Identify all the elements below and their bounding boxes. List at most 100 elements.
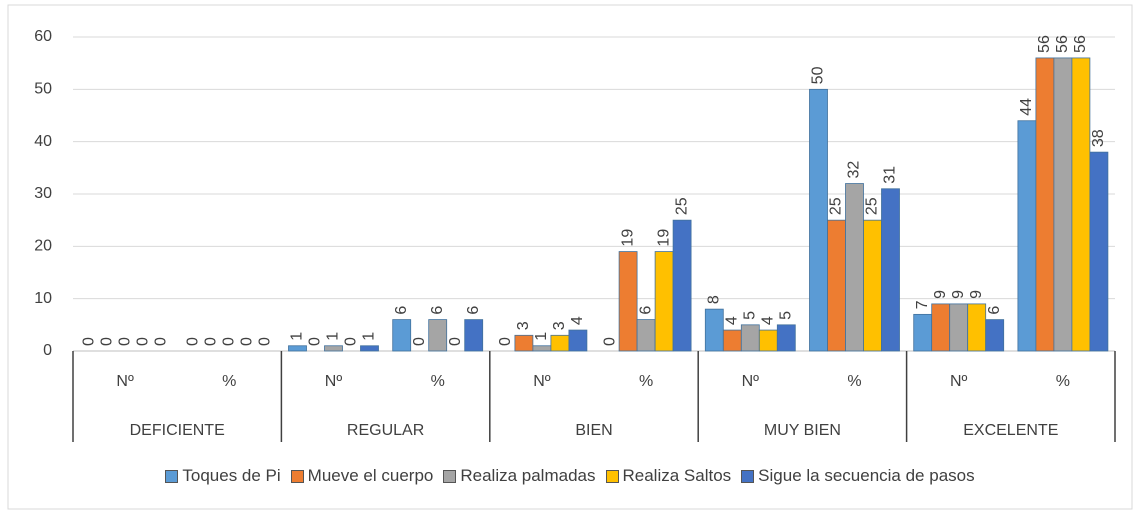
y-tick-label: 10 (34, 290, 52, 307)
bar (654, 251, 674, 352)
y-tick-label: 40 (34, 133, 52, 150)
bar (618, 251, 638, 352)
data-label: 9 (932, 290, 949, 299)
legend-swatch (165, 469, 179, 483)
data-label: 25 (673, 197, 690, 215)
bar (949, 303, 969, 352)
y-tick-label: 60 (34, 28, 52, 45)
data-label: 19 (619, 229, 636, 247)
data-label: 0 (257, 337, 274, 346)
legend-label: Realiza palmadas (460, 466, 596, 485)
data-label: 56 (1036, 35, 1053, 53)
bar (1017, 120, 1037, 352)
x-tick-label: % (847, 373, 861, 390)
bar (464, 319, 484, 352)
data-label: 5 (742, 311, 759, 320)
x-tick-label: % (222, 373, 236, 390)
x-tick-label: Nº (742, 373, 760, 390)
data-label: 0 (497, 337, 514, 346)
legend-swatch (290, 469, 304, 483)
legend: Toques de Pi Mueve el cuerpo Realiza palma… (0, 466, 1140, 486)
bar (514, 334, 534, 352)
bar (845, 183, 864, 352)
legend-label: Realiza Saltos (622, 466, 732, 485)
bar (931, 303, 951, 352)
data-label: 56 (1072, 35, 1089, 53)
data-label: 0 (134, 337, 151, 346)
group-label: EXCELENTE (963, 422, 1058, 439)
group-label: DEFICIENTE (130, 422, 225, 439)
data-label: 6 (429, 306, 446, 315)
data-label: 32 (846, 161, 863, 179)
legend-item: Sigue la secuencia de pasos (741, 466, 975, 486)
y-tick-label: 20 (34, 238, 52, 255)
data-label: 7 (914, 300, 931, 309)
legend-item: Toques de Pi (165, 466, 281, 486)
data-label: 8 (706, 295, 723, 304)
bar (809, 88, 828, 352)
bar (863, 219, 882, 352)
bar (550, 334, 570, 352)
data-label: 1 (533, 332, 550, 341)
bar (1071, 57, 1091, 352)
data-label: 56 (1054, 35, 1071, 53)
data-label: 0 (343, 337, 360, 346)
bar (1035, 57, 1055, 352)
data-label: 6 (393, 306, 410, 315)
data-label: 1 (325, 332, 342, 341)
data-label: 6 (986, 306, 1003, 315)
bar (776, 324, 796, 352)
data-label: 44 (1018, 98, 1035, 116)
data-label: 1 (289, 332, 306, 341)
x-tick-label: Nº (533, 373, 551, 390)
data-label: 0 (185, 337, 202, 346)
data-label: 0 (307, 337, 324, 346)
bar (288, 345, 307, 352)
data-label: 19 (655, 229, 672, 247)
bar (428, 319, 448, 352)
data-label: 38 (1090, 129, 1107, 147)
bar (704, 308, 724, 352)
data-label: 0 (80, 337, 97, 346)
group-label: MUY BIEN (764, 422, 841, 439)
legend-item: Realiza palmadas (443, 466, 596, 486)
legend-label: Sigue la secuencia de pasos (758, 466, 975, 485)
data-label: 5 (778, 311, 795, 320)
legend-item: Mueve el cuerpo (290, 466, 433, 486)
data-label: 0 (221, 337, 238, 346)
bar (985, 319, 1005, 352)
bar (827, 219, 846, 352)
data-label: 0 (601, 337, 618, 346)
bar (881, 188, 900, 352)
data-label: 0 (447, 337, 464, 346)
y-tick-label: 50 (34, 81, 52, 98)
data-label: 9 (950, 290, 967, 299)
data-label: 0 (239, 337, 256, 346)
bar (1089, 151, 1109, 352)
legend-swatch (741, 469, 755, 483)
data-label: 25 (828, 197, 845, 215)
data-label: 0 (152, 337, 169, 346)
data-label: 4 (760, 316, 777, 325)
legend-label: Toques de Pi (182, 466, 281, 485)
data-label: 50 (810, 66, 827, 84)
y-tick-label: 30 (34, 185, 52, 202)
data-label: 4 (569, 316, 586, 325)
x-tick-label: % (431, 373, 445, 390)
data-label: 1 (361, 332, 378, 341)
bar (636, 319, 656, 352)
bar (672, 219, 692, 352)
data-label: 6 (637, 306, 654, 315)
x-tick-label: Nº (325, 373, 343, 390)
bar (722, 329, 742, 352)
x-tick-label: % (1056, 373, 1070, 390)
bar (967, 303, 987, 352)
x-tick-label: Nº (950, 373, 968, 390)
bar (758, 329, 778, 352)
bar (392, 319, 412, 352)
bar (532, 345, 552, 352)
chart-border (7, 4, 1133, 510)
bar (360, 345, 379, 352)
bar (324, 345, 343, 352)
